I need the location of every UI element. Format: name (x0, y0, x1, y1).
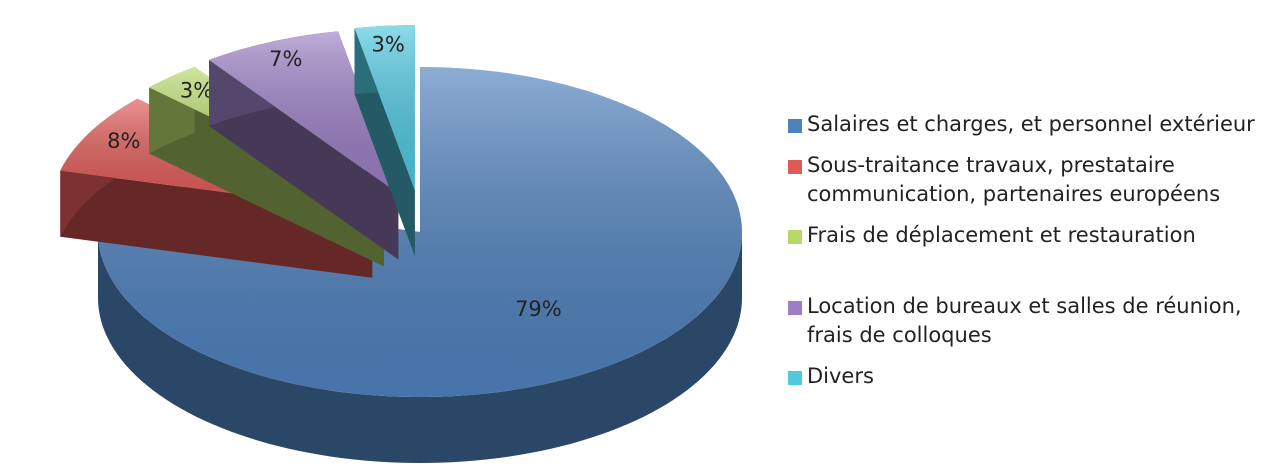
slice-shine (354, 25, 415, 191)
legend: Salaires et charges, et personnel extéri… (788, 110, 1268, 403)
legend-item: Frais de déplacement et restauration (788, 221, 1268, 250)
slice-shine (98, 67, 742, 397)
slice-side (98, 232, 742, 463)
slice (98, 67, 742, 463)
legend-item: Salaires et charges, et personnel extéri… (788, 110, 1268, 139)
legend-swatch (788, 371, 802, 385)
slice-shine (209, 31, 399, 194)
data-label: 79% (515, 297, 562, 321)
legend-swatch (788, 119, 802, 133)
slice-wall (60, 170, 373, 278)
legend-label: Frais de déplacement et restauration (807, 223, 1196, 247)
legend-label: Location de bureaux et salles de réunion… (807, 294, 1242, 347)
legend-swatch (788, 230, 802, 244)
legend-label: Divers (807, 364, 874, 388)
legend-item: Location de bureaux et salles de réunion… (788, 292, 1268, 350)
legend-item: Divers (788, 362, 1268, 391)
data-label: 7% (269, 47, 302, 71)
data-label: 3% (180, 79, 213, 103)
slice (209, 31, 399, 260)
legend-label: Sous-traitance travaux, prestataire comm… (807, 153, 1221, 206)
data-label: 8% (107, 129, 140, 153)
chart: 79% 8% 3% 7% 3% (60, 25, 742, 463)
legend-label: Salaires et charges, et personnel extéri… (807, 112, 1255, 136)
legend-swatch (788, 160, 802, 174)
legend-item: Sous-traitance travaux, prestataire comm… (788, 151, 1268, 209)
data-label: 3% (372, 33, 405, 57)
slice (354, 25, 415, 257)
legend-swatch (788, 301, 802, 315)
